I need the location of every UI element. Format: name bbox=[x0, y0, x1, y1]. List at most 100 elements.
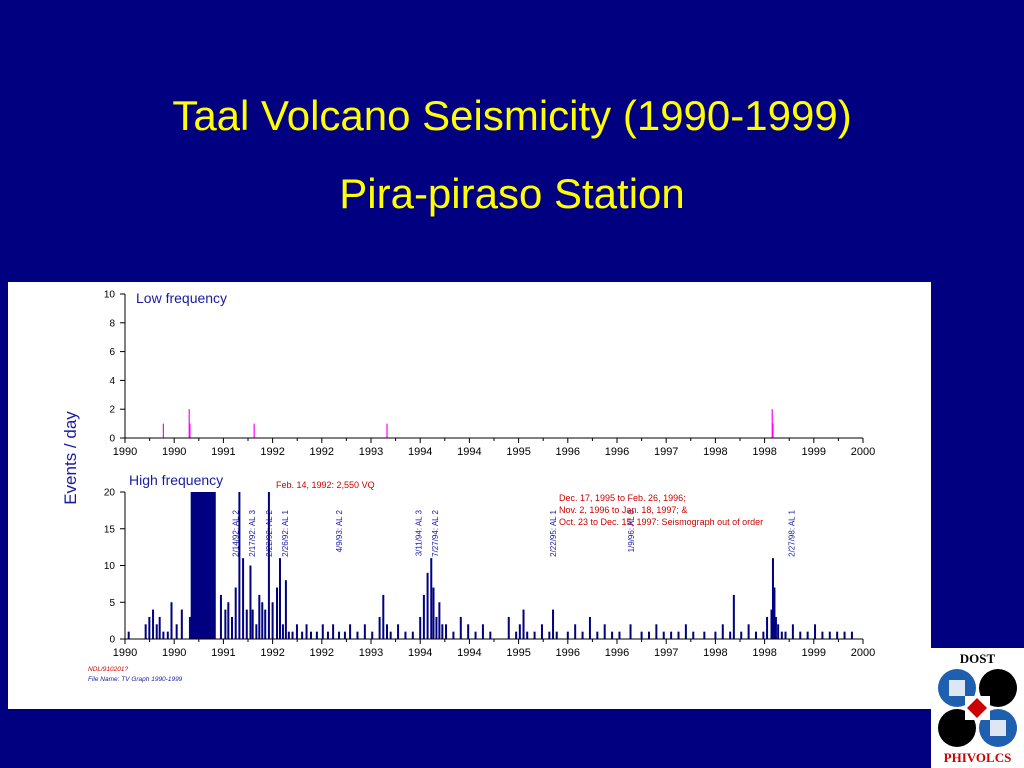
data-bar bbox=[363, 624, 366, 639]
data-bar bbox=[158, 616, 161, 639]
data-bar bbox=[677, 631, 680, 639]
x-tick-label: 1995 bbox=[506, 446, 530, 458]
data-bar bbox=[474, 631, 477, 639]
x-tick-label: 1990 bbox=[113, 647, 137, 659]
data-bar bbox=[397, 624, 400, 639]
x-tick-label: 1994 bbox=[457, 446, 481, 458]
x-tick-label: 1996 bbox=[556, 647, 580, 659]
data-bar bbox=[234, 587, 237, 639]
x-tick-label: 1993 bbox=[359, 647, 383, 659]
data-bar bbox=[251, 609, 254, 639]
data-bar bbox=[321, 624, 324, 639]
data-bar bbox=[276, 587, 279, 639]
data-bar bbox=[309, 631, 312, 639]
x-tick-label: 1999 bbox=[802, 647, 826, 659]
data-bar bbox=[258, 594, 261, 639]
x-tick-label: 1990 bbox=[162, 647, 186, 659]
off-scale-block bbox=[190, 492, 216, 639]
y-axis-label: Events / day bbox=[61, 411, 80, 505]
data-bar bbox=[170, 602, 173, 639]
phivolcs-logo: DOST PHIVOLCS bbox=[931, 648, 1024, 768]
event-label: 3/11/94: AL 3 bbox=[415, 509, 424, 556]
data-bar bbox=[378, 616, 381, 639]
data-bar bbox=[670, 631, 673, 639]
x-tick-label: 1992 bbox=[260, 647, 284, 659]
data-bar bbox=[180, 609, 183, 639]
y-tick-label: 6 bbox=[109, 347, 115, 358]
event-label: 2/26/92: AL 1 bbox=[281, 509, 290, 556]
high-frequency-label: High frequency bbox=[129, 472, 223, 488]
data-bar bbox=[821, 631, 824, 639]
x-tick-label: 1997 bbox=[654, 647, 678, 659]
data-bar bbox=[278, 558, 281, 639]
data-bar bbox=[489, 631, 492, 639]
data-bar bbox=[152, 609, 155, 639]
data-bar bbox=[806, 631, 809, 639]
event-label: 2/22/95: AL 1 bbox=[549, 509, 558, 556]
data-bar bbox=[162, 423, 164, 438]
data-bar bbox=[618, 631, 621, 639]
data-bar bbox=[430, 558, 433, 639]
data-bar bbox=[766, 616, 769, 639]
y-tick-label: 4 bbox=[109, 376, 115, 387]
data-bar bbox=[148, 616, 151, 639]
x-tick-label: 1998 bbox=[752, 446, 776, 458]
data-bar bbox=[188, 616, 191, 639]
y-tick-label: 20 bbox=[104, 488, 116, 499]
data-bar bbox=[255, 624, 258, 639]
x-tick-label: 1995 bbox=[506, 647, 530, 659]
data-bar bbox=[438, 602, 441, 639]
data-bar bbox=[784, 631, 787, 639]
x-tick-label: 1998 bbox=[752, 647, 776, 659]
data-bar bbox=[338, 631, 341, 639]
x-tick-label: 1994 bbox=[408, 446, 432, 458]
data-bar bbox=[799, 631, 802, 639]
data-bar bbox=[574, 624, 577, 639]
data-bar bbox=[771, 409, 773, 438]
data-bar bbox=[732, 594, 735, 639]
data-bar bbox=[640, 631, 643, 639]
x-tick-label: 2000 bbox=[851, 446, 875, 458]
data-bar bbox=[127, 631, 130, 639]
data-bar bbox=[238, 492, 241, 639]
data-bar bbox=[242, 558, 245, 639]
data-bar bbox=[343, 631, 346, 639]
data-bar bbox=[684, 624, 687, 639]
x-tick-label: 1997 bbox=[654, 446, 678, 458]
data-bar bbox=[385, 624, 388, 639]
high-frequency-panel: High frequency Feb. 14, 1992: 2,550 VQ D… bbox=[104, 472, 875, 659]
data-bar bbox=[603, 624, 606, 639]
data-bar bbox=[435, 616, 438, 639]
event-label: 4/9/93: AL 2 bbox=[335, 509, 344, 552]
x-tick-label: 1996 bbox=[605, 647, 629, 659]
data-bar bbox=[332, 624, 335, 639]
x-tick-label: 1999 bbox=[802, 446, 826, 458]
outage-note-line: Nov. 2, 1996 to Jan. 18, 1997; & bbox=[559, 505, 687, 515]
data-bar bbox=[426, 572, 429, 639]
data-bar bbox=[356, 631, 359, 639]
event-label: 2/17/92: AL 3 bbox=[248, 509, 257, 556]
data-bar bbox=[647, 631, 650, 639]
event-label: 7/27/94: AL 2 bbox=[431, 509, 440, 556]
data-bar bbox=[762, 631, 765, 639]
x-tick-label: 1992 bbox=[310, 647, 334, 659]
data-bar bbox=[836, 631, 839, 639]
data-bar bbox=[515, 631, 518, 639]
footer-line: NDL/910201? bbox=[88, 666, 128, 673]
data-bar bbox=[284, 580, 287, 639]
data-bar bbox=[692, 631, 695, 639]
data-bar bbox=[189, 423, 191, 438]
x-tick-label: 1994 bbox=[408, 647, 432, 659]
data-bar bbox=[267, 492, 270, 639]
x-tick-label: 1992 bbox=[310, 446, 334, 458]
data-bar bbox=[224, 609, 227, 639]
data-bar bbox=[481, 624, 484, 639]
data-bar bbox=[264, 609, 267, 639]
y-tick-label: 8 bbox=[109, 318, 115, 329]
data-bar bbox=[326, 631, 329, 639]
data-bar bbox=[227, 602, 230, 639]
y-tick-label: 15 bbox=[104, 524, 116, 535]
seismicity-chart: Events / day Low frequency 0 2 4 6 8 10 1990 19… bbox=[61, 290, 875, 684]
y-tick-label: 2 bbox=[109, 405, 115, 416]
data-bar bbox=[249, 565, 252, 639]
